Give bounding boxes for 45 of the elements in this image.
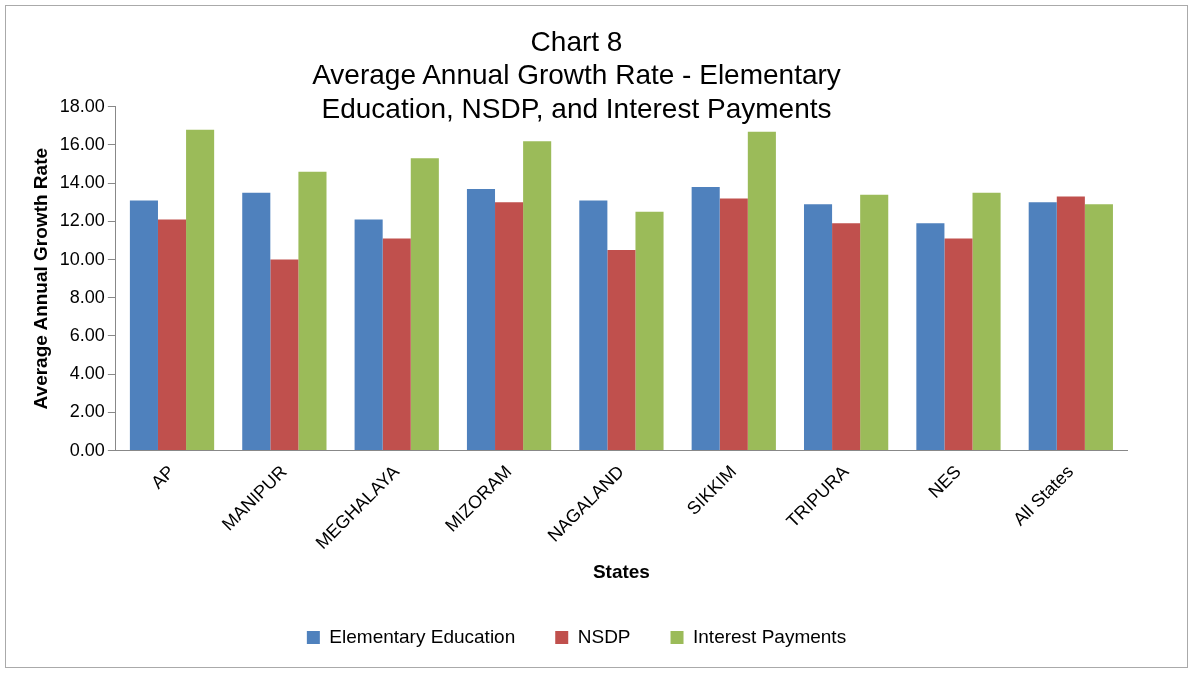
bar <box>860 194 889 451</box>
bar <box>832 223 861 451</box>
bar <box>270 259 299 451</box>
y-tick-label: 4.00 <box>69 363 105 384</box>
bar <box>944 238 973 451</box>
y-tick-label: 10.00 <box>59 248 105 269</box>
bar <box>242 192 271 451</box>
bar <box>972 192 1001 451</box>
y-tick-label: 16.00 <box>59 133 105 154</box>
x-tick-label: AP <box>147 461 179 493</box>
bar <box>186 129 215 451</box>
bar <box>803 204 833 451</box>
y-tick-label: 2.00 <box>69 401 105 422</box>
bar <box>157 219 187 451</box>
y-tick-label: 8.00 <box>69 286 105 307</box>
bar <box>495 202 524 451</box>
y-tick-label: 6.00 <box>69 324 105 345</box>
y-tick-label: 18.00 <box>59 95 105 116</box>
bar <box>579 200 608 451</box>
y-tick-label: 12.00 <box>59 210 105 231</box>
y-tick-label: 0.00 <box>69 439 105 460</box>
bar <box>607 250 636 451</box>
chart-subtitle: Average Annual Growth Rate - Elementary Education, NSDP, and Interest Payments <box>312 59 841 124</box>
bar <box>747 131 776 451</box>
legend-label: Interest Payments <box>693 625 847 647</box>
bar <box>1056 196 1085 451</box>
bar <box>382 238 411 451</box>
legend-label: NSDP <box>577 625 631 647</box>
legend-label: Elementary Education <box>329 625 516 647</box>
bar <box>1084 204 1113 451</box>
bar <box>691 187 720 451</box>
bar <box>129 200 158 451</box>
bar <box>466 188 496 451</box>
bar <box>298 171 327 451</box>
bar <box>719 198 748 451</box>
bar <box>354 219 383 451</box>
chart-title: Chart 8 <box>530 25 623 57</box>
bar <box>635 211 664 451</box>
bar <box>523 141 552 451</box>
x-axis-title: States <box>592 560 650 582</box>
bar <box>916 223 945 451</box>
y-axis-title: Average Annual Growth Rate <box>29 147 51 410</box>
bar <box>1028 202 1057 451</box>
y-tick-label: 14.00 <box>59 172 105 193</box>
bar <box>410 158 439 451</box>
